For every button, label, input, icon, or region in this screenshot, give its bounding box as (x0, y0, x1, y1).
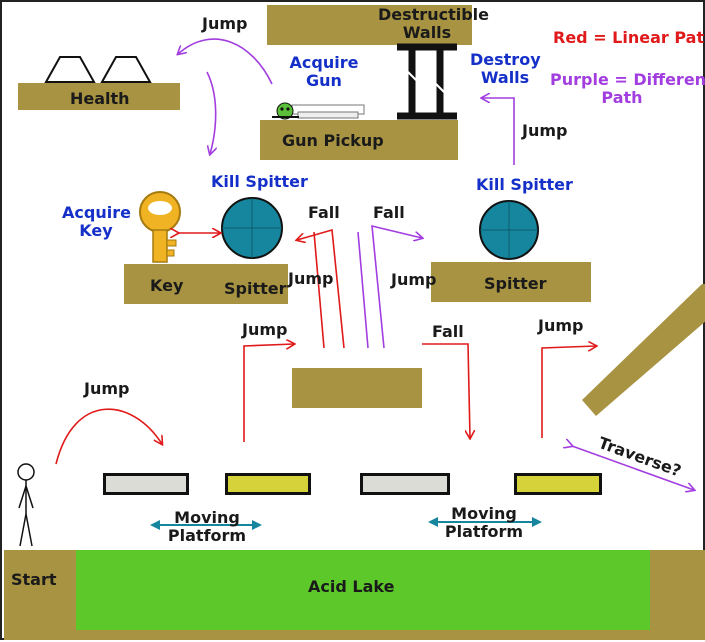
purple-fall-right-2 (357, 231, 369, 349)
purple-traverse (572, 446, 694, 490)
red-jump-start (55, 408, 162, 465)
spitter-right-label: Spitter (484, 274, 547, 293)
fall-left-label: Fall (308, 203, 340, 222)
spitter-right-icon (479, 200, 539, 260)
jump-lower-left-label: Jump (242, 320, 288, 339)
key-label: Key (150, 276, 184, 295)
acquire-key-line2: Key (79, 221, 113, 240)
purple-jump-top (178, 38, 273, 85)
acquire-key-line1: Acquire (62, 203, 131, 222)
fall-lower-label: Fall (432, 322, 464, 341)
right-spitter-platform (431, 262, 591, 302)
spitter-left-label: Spitter (224, 279, 287, 298)
purple-fall-right (371, 224, 422, 349)
jump-top-label: Jump (202, 14, 248, 33)
jump-mid-right-label: Jump (391, 270, 437, 289)
jump-lower-right-label: Jump (538, 316, 584, 335)
moving-platform-left-label: Moving Platform (166, 509, 248, 545)
health-pickup-1 (44, 56, 96, 83)
center-platform (292, 368, 422, 408)
acquire-gun-label: Acquire Gun (288, 54, 360, 90)
jump-start-label: Jump (84, 379, 130, 398)
start-ledge (4, 550, 76, 640)
acquire-gun-line1: Acquire (289, 53, 359, 72)
slanted-ramp (582, 284, 705, 416)
gun-pickup-platform (260, 120, 458, 160)
spitter-left-icon (221, 197, 283, 259)
gun-pickup-label: Gun Pickup (282, 131, 384, 150)
moving-platform-bar-3 (360, 473, 450, 495)
purple-jump-down (206, 71, 216, 154)
red-fall-left (297, 228, 345, 349)
acid-lake-label: Acid Lake (308, 577, 395, 596)
legend-red: Red = Linear Path (553, 28, 705, 47)
red-fall-left-2 (313, 231, 325, 349)
moving-platform-right-line1: Moving (451, 504, 517, 523)
acquire-key-label: Acquire Key (62, 203, 131, 240)
moving-platform-left-line1: Moving (174, 508, 240, 527)
kill-spitter-left-label: Kill Spitter (211, 172, 308, 191)
health-label: Health (70, 89, 130, 108)
jump-mid-left-label: Jump (288, 269, 334, 288)
player-stick-figure (17, 463, 35, 547)
moving-platform-right-label: Moving Platform (443, 505, 525, 541)
jump-right-top-label: Jump (522, 121, 568, 140)
red-jump-lower-right (541, 346, 596, 438)
destroy-walls-label: Destroy Walls (470, 50, 541, 87)
health-pickup-2 (100, 56, 152, 83)
right-ledge (650, 550, 705, 640)
destroy-walls-line2: Walls (480, 68, 530, 87)
acid-lake (76, 550, 650, 630)
red-fall-lower (422, 343, 470, 438)
destructible-walls-icon (397, 43, 457, 120)
destructible-line2: Walls (402, 23, 452, 42)
start-label: Start (11, 570, 57, 589)
moving-platform-bar-2 (225, 473, 311, 495)
key-icon (139, 191, 181, 263)
lake-floor (76, 630, 650, 640)
destroy-walls-line1: Destroy (470, 50, 541, 69)
legend-purple: Purple = Different Path (550, 70, 705, 107)
moving-platform-left-line2: Platform (167, 526, 247, 545)
gun-pickup-figure (272, 102, 365, 120)
fall-right-label: Fall (373, 203, 405, 222)
destructible-walls-label: Destructible Walls (378, 5, 489, 42)
legend-purple-line1: Purple = Different (550, 70, 705, 89)
moving-platform-right-line2: Platform (444, 522, 524, 541)
kill-spitter-right-label: Kill Spitter (476, 175, 573, 194)
health-platform (18, 83, 180, 110)
purple-jump-right (482, 98, 515, 165)
legend-purple-line2: Path (601, 88, 643, 107)
destructible-line1: Destructible (378, 5, 489, 24)
acquire-gun-line2: Gun (306, 71, 342, 90)
key-spitter-platform (124, 264, 288, 304)
destructible-walls-platform (267, 5, 472, 45)
red-jump-lower-left (243, 344, 294, 442)
moving-platform-bar-1 (103, 473, 189, 495)
